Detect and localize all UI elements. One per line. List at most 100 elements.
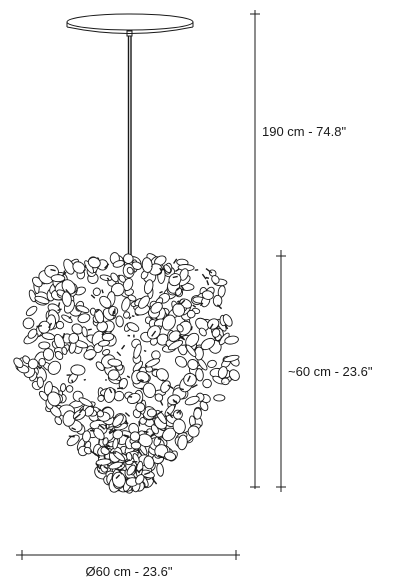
leaf-disc [172,303,186,317]
leaf-disc [112,260,125,268]
leaf-disc [198,327,207,337]
leaf-stem [206,280,210,286]
leaf-disc [61,346,68,355]
leaf-stem [157,437,162,441]
leaf-stem [37,361,40,365]
leaf-disc [38,320,51,334]
leaf-stem [68,315,72,320]
leaf-stem [50,268,56,272]
leaf-disc [154,393,164,402]
leaf-stem [159,267,163,272]
leaf-disc [223,354,240,363]
leaf-stem [143,430,149,433]
leaf-stem [108,388,113,394]
leaf-disc [195,317,210,332]
leaf-stem [71,427,76,431]
leaf-disc [155,368,169,382]
leaf-stem [78,407,85,414]
leaf-stem [97,470,101,473]
leaf-disc [87,257,101,269]
leaf-stem [108,427,114,434]
leaf-disc [161,314,176,331]
leaf-stem [98,423,106,430]
leaf-disc [94,308,105,324]
leaf-stem [191,384,198,389]
leaf-disc [150,301,163,314]
leaf-disc [107,369,120,381]
leaf-stem [173,258,178,264]
leaf-stem [63,270,66,274]
leaf-stem [205,268,213,274]
leaf-stem [201,273,207,280]
leaf-disc [201,290,214,300]
leaf-stem [125,459,131,463]
leaf-stem [126,375,131,379]
leaf-disc [96,410,105,418]
suspension-cable [127,36,132,258]
leaf-disc [95,458,112,466]
leaf-disc [133,343,142,359]
leaf-disc [27,358,39,370]
leaf-disc [43,381,53,396]
leaf-disc [184,395,200,406]
leaf-disc [202,378,212,389]
leaf-disc [185,344,197,357]
leaf-disc [207,318,220,330]
leaf-stem [87,328,92,331]
leaf-disc [112,429,124,440]
leaf-stem [190,326,193,331]
leaf-stem [192,304,197,308]
leaf-disc [143,279,154,295]
leaf-disc [102,349,111,356]
leaf-disc [77,313,91,324]
leaf-disc [108,461,123,470]
leaf-stem [99,464,103,468]
leaf-disc [36,376,44,389]
body-height-dimension: ~60 cm - 23.6" [276,250,373,492]
leaf-disc [221,377,230,386]
leaf-disc [13,357,24,369]
leaf-stem [172,275,178,279]
leaf-disc [83,446,92,455]
leaf-disc [81,326,88,338]
leaf-stem [138,421,141,427]
leaf-disc [126,322,140,332]
leaf-disc [50,274,66,283]
leaf-stem [150,265,153,268]
leaf-disc [127,392,141,405]
leaf-stem [137,448,143,456]
leaf-disc [68,332,79,344]
leaf-disc [130,441,142,450]
leaf-stem [178,334,185,340]
leaf-disc [213,394,226,402]
leaf-stem [90,405,93,408]
leaf-disc [55,320,65,330]
leaf-disc [107,358,123,367]
leaf-disc [129,431,141,442]
lamp-body-cluster [13,252,240,494]
leaf-stem [159,400,164,406]
leaf-stem [120,464,123,468]
leaf-disc [66,434,80,447]
leaf-stem [167,384,174,390]
leaf-stem [199,302,204,307]
leaf-stem [157,410,163,415]
leaf-disc [207,359,217,368]
leaf-disc [76,305,90,314]
leaf-stem [94,453,101,459]
leaf-stem [106,444,111,448]
leaf-stem [62,332,66,339]
leaf-disc [118,378,128,390]
leaf-stem [89,450,96,455]
leaf-disc [179,268,189,281]
leaf-stem [117,387,123,390]
leaf-disc [195,368,204,382]
leaf-stem [116,351,122,357]
leaf-stem [176,300,180,303]
leaf-stem [101,289,104,294]
leaf-disc [78,397,93,407]
leaf-disc [141,257,153,273]
leaf-stem [71,379,74,383]
leaf-disc [28,289,37,303]
leaf-disc [38,341,51,350]
